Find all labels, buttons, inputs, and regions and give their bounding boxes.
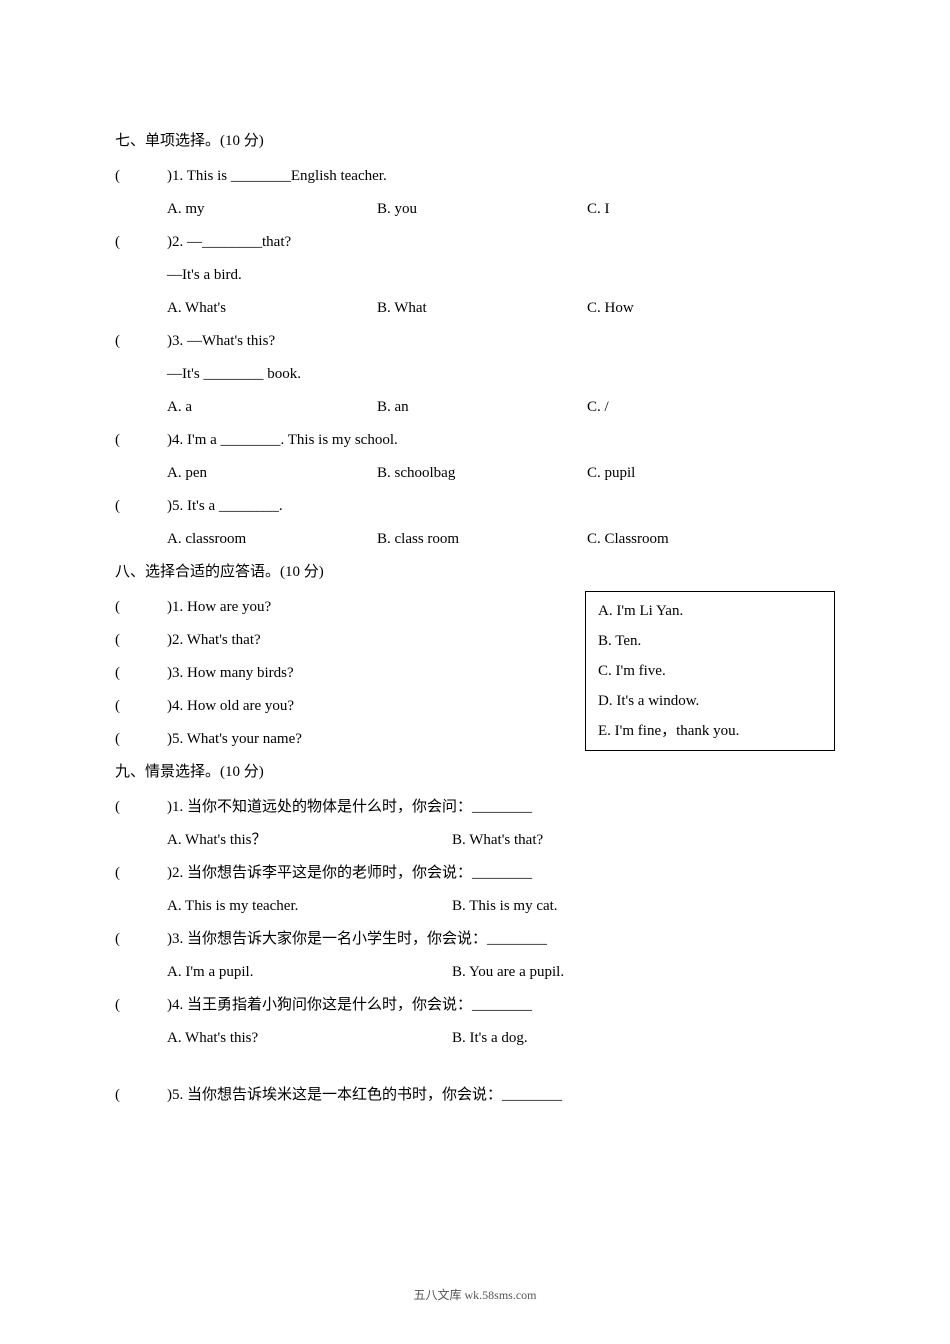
option-b: B. What bbox=[377, 292, 587, 325]
option-b: B. This is my cat. bbox=[452, 890, 835, 923]
answer-a: A. I'm Li Yan. bbox=[598, 596, 822, 626]
s9-q3-options: A. I'm a pupil. B. You are a pupil. bbox=[115, 956, 835, 989]
option-a: A. This is my teacher. bbox=[167, 890, 452, 923]
section7-title: 七、单项选择。(10 分) bbox=[115, 125, 835, 158]
s9-q1-options: A. What's this？ B. What's that? bbox=[115, 824, 835, 857]
paren: ( bbox=[115, 325, 167, 358]
option-c: C. pupil bbox=[587, 457, 835, 490]
q-text: )1. How are you? bbox=[167, 591, 585, 624]
paren: ( bbox=[115, 226, 167, 259]
q-text: )5. It's a ________. bbox=[167, 490, 835, 523]
option-b: B. What's that? bbox=[452, 824, 835, 857]
q-text: )3. 当你想告诉大家你是一名小学生时，你会说：________ bbox=[167, 923, 835, 956]
option-a: A. a bbox=[167, 391, 377, 424]
paren: ( bbox=[115, 723, 167, 756]
option-a: A. my bbox=[167, 193, 377, 226]
s7-q2-sub: —It's a bird. bbox=[115, 259, 835, 292]
q-text: )4. How old are you? bbox=[167, 690, 585, 723]
paren: ( bbox=[115, 591, 167, 624]
q-text: )4. I'm a ________. This is my school. bbox=[167, 424, 835, 457]
q-text: )4. 当王勇指着小狗问你这是什么时，你会说：________ bbox=[167, 989, 835, 1022]
s8-q3: ( )3. How many birds? bbox=[115, 657, 585, 690]
paren: ( bbox=[115, 791, 167, 824]
s9-q4: ( )4. 当王勇指着小狗问你这是什么时，你会说：________ bbox=[115, 989, 835, 1022]
q-text: )3. —What's this? bbox=[167, 325, 835, 358]
option-a: A. pen bbox=[167, 457, 377, 490]
q-text: )3. How many birds? bbox=[167, 657, 585, 690]
section9-title: 九、情景选择。(10 分) bbox=[115, 756, 835, 789]
s8-answer-box: A. I'm Li Yan. B. Ten. C. I'm five. D. I… bbox=[585, 591, 835, 751]
option-c: C. Classroom bbox=[587, 523, 835, 556]
s7-q3: ( )3. —What's this? bbox=[115, 325, 835, 358]
paren: ( bbox=[115, 490, 167, 523]
s9-q2-options: A. This is my teacher. B. This is my cat… bbox=[115, 890, 835, 923]
s8-questions: ( )1. How are you? ( )2. What's that? ( … bbox=[115, 591, 585, 756]
section8-title: 八、选择合适的应答语。(10 分) bbox=[115, 556, 835, 589]
option-a: A. What's this? bbox=[167, 1022, 452, 1055]
paren: ( bbox=[115, 923, 167, 956]
s7-q2-options: A. What's B. What C. How bbox=[115, 292, 835, 325]
paren: ( bbox=[115, 624, 167, 657]
answer-b: B. Ten. bbox=[598, 626, 822, 656]
answer-c: C. I'm five. bbox=[598, 656, 822, 686]
answer-e: E. I'm fine，thank you. bbox=[598, 716, 822, 746]
paren: ( bbox=[115, 657, 167, 690]
s7-q5: ( )5. It's a ________. bbox=[115, 490, 835, 523]
q-text: )1. 当你不知道远处的物体是什么时，你会问：________ bbox=[167, 791, 835, 824]
q-text: )2. —________that? bbox=[167, 226, 835, 259]
option-b: B. schoolbag bbox=[377, 457, 587, 490]
q-text: )2. 当你想告诉李平这是你的老师时，你会说：________ bbox=[167, 857, 835, 890]
option-c: C. I bbox=[587, 193, 835, 226]
option-a: A. classroom bbox=[167, 523, 377, 556]
q-text: )5. What's your name? bbox=[167, 723, 585, 756]
s7-q1-options: A. my B. you C. I bbox=[115, 193, 835, 226]
q-text: )5. 当你想告诉埃米这是一本红色的书时，你会说：________ bbox=[167, 1079, 835, 1112]
s8-q5: ( )5. What's your name? bbox=[115, 723, 585, 756]
option-b: B. an bbox=[377, 391, 587, 424]
answer-d: D. It's a window. bbox=[598, 686, 822, 716]
s7-q5-options: A. classroom B. class room C. Classroom bbox=[115, 523, 835, 556]
option-c: C. How bbox=[587, 292, 835, 325]
s7-q1: ( )1. This is ________English teacher. bbox=[115, 160, 835, 193]
option-c: C. / bbox=[587, 391, 835, 424]
paren: ( bbox=[115, 989, 167, 1022]
s7-q3-options: A. a B. an C. / bbox=[115, 391, 835, 424]
footer-text: 五八文库 wk.58sms.com bbox=[0, 1282, 950, 1308]
q-text: )1. This is ________English teacher. bbox=[167, 160, 835, 193]
s9-q4-options: A. What's this? B. It's a dog. bbox=[115, 1022, 835, 1055]
s7-q4-options: A. pen B. schoolbag C. pupil bbox=[115, 457, 835, 490]
paren: ( bbox=[115, 160, 167, 193]
paren: ( bbox=[115, 690, 167, 723]
option-b: B. class room bbox=[377, 523, 587, 556]
s7-q4: ( )4. I'm a ________. This is my school. bbox=[115, 424, 835, 457]
s9-q2: ( )2. 当你想告诉李平这是你的老师时，你会说：________ bbox=[115, 857, 835, 890]
option-a: A. I'm a pupil. bbox=[167, 956, 452, 989]
s9-q3: ( )3. 当你想告诉大家你是一名小学生时，你会说：________ bbox=[115, 923, 835, 956]
s8-layout: ( )1. How are you? ( )2. What's that? ( … bbox=[115, 591, 835, 756]
option-b: B. It's a dog. bbox=[452, 1022, 835, 1055]
s9-q5: ( )5. 当你想告诉埃米这是一本红色的书时，你会说：________ bbox=[115, 1079, 835, 1112]
option-a: A. What's this？ bbox=[167, 824, 452, 857]
option-b: B. You are a pupil. bbox=[452, 956, 835, 989]
s8-q2: ( )2. What's that? bbox=[115, 624, 585, 657]
paren: ( bbox=[115, 424, 167, 457]
s8-q4: ( )4. How old are you? bbox=[115, 690, 585, 723]
paren: ( bbox=[115, 1079, 167, 1112]
s8-q1: ( )1. How are you? bbox=[115, 591, 585, 624]
q-text: )2. What's that? bbox=[167, 624, 585, 657]
option-b: B. you bbox=[377, 193, 587, 226]
option-a: A. What's bbox=[167, 292, 377, 325]
s7-q3-sub: —It's ________ book. bbox=[115, 358, 835, 391]
s9-q1: ( )1. 当你不知道远处的物体是什么时，你会问：________ bbox=[115, 791, 835, 824]
paren: ( bbox=[115, 857, 167, 890]
s7-q2: ( )2. —________that? bbox=[115, 226, 835, 259]
